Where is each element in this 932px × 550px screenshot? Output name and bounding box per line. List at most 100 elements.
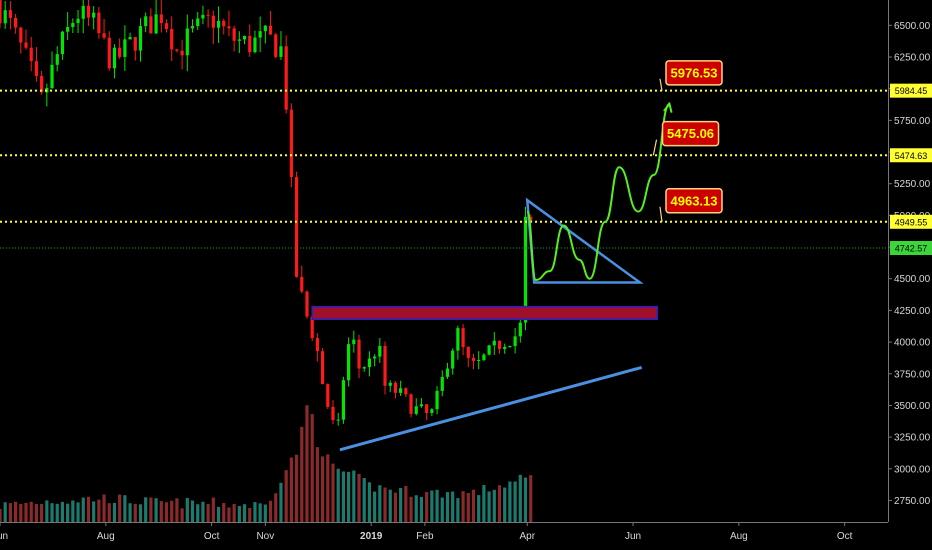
- candle-body: [164, 23, 169, 30]
- volume-bar: [388, 489, 392, 522]
- volume-bar: [232, 503, 236, 522]
- volume-bar: [310, 414, 314, 522]
- volume-bar: [357, 473, 361, 522]
- candle-body: [294, 177, 299, 277]
- volume-bar: [159, 501, 163, 522]
- volume-bar: [71, 500, 75, 522]
- time-tick-label: Aug: [730, 531, 748, 542]
- price-tick-label: 3750.00: [894, 369, 931, 380]
- candle-body: [86, 5, 91, 18]
- volume-bar: [414, 495, 418, 522]
- volume-bar: [40, 503, 44, 522]
- volume-bar: [107, 503, 111, 522]
- projection-path: [526, 102, 671, 282]
- candle-body: [19, 27, 23, 43]
- candle-body: [274, 34, 278, 57]
- candle-body: [237, 39, 241, 41]
- level-price-tag: [890, 83, 932, 98]
- volume-bar: [471, 489, 476, 522]
- candle-body: [419, 404, 424, 407]
- volume-bar: [170, 500, 174, 522]
- candle-body: [451, 350, 455, 369]
- candle-body: [242, 35, 247, 40]
- price-tick-label: 5750.00: [894, 116, 931, 127]
- candle-body: [144, 16, 148, 27]
- volume-bar: [492, 489, 496, 522]
- candle-body: [284, 46, 288, 110]
- volume-bar: [503, 487, 507, 522]
- candle-body: [440, 376, 444, 391]
- candle-body: [81, 5, 85, 19]
- volume-bar: [440, 497, 444, 522]
- candle-body: [40, 75, 44, 93]
- time-tick-label: Nov: [256, 531, 274, 542]
- candle-body: [435, 390, 439, 410]
- volume-bar: [315, 447, 319, 522]
- volume-bar: [362, 478, 366, 522]
- volume-bar: [216, 506, 221, 522]
- candle-body: [503, 346, 507, 349]
- candle-body: [456, 328, 460, 351]
- candle-body: [352, 339, 356, 345]
- time-axis-bg: [0, 522, 932, 550]
- candle-body: [60, 31, 65, 55]
- candle-body: [320, 351, 325, 385]
- candle-body: [315, 338, 319, 352]
- volume-bar: [8, 503, 13, 522]
- volume-bar: [211, 497, 215, 522]
- candle-body: [482, 354, 486, 360]
- candle-body: [248, 35, 252, 53]
- candle-body: [497, 340, 502, 349]
- volume-bar: [81, 497, 85, 522]
- candle-body: [357, 339, 361, 369]
- candle-body: [300, 276, 304, 292]
- candle-body: [149, 16, 153, 34]
- volume-bar: [14, 501, 18, 522]
- resistance-zone: [311, 305, 659, 321]
- volume-bar: [102, 494, 106, 522]
- candle-body: [50, 64, 54, 89]
- volume-bar: [336, 468, 340, 522]
- volume-bar: [373, 491, 377, 522]
- volume-bar: [50, 503, 54, 522]
- volume-bar: [175, 498, 179, 522]
- volume-bar: [92, 501, 96, 522]
- volume-bar: [451, 491, 455, 522]
- candle-body: [258, 31, 262, 38]
- candle-body: [347, 344, 351, 381]
- drawings: 5976.53 5475.06 4963.13: [311, 60, 723, 452]
- candle-body: [268, 25, 273, 35]
- volume-bar: [508, 481, 512, 522]
- level-price-tag-text: 4949.55: [895, 217, 928, 227]
- volume-bar: [513, 481, 517, 522]
- callout-box: [665, 188, 723, 214]
- volume-bar: [482, 485, 486, 522]
- volume-bar: [523, 477, 528, 522]
- candle-body: [341, 380, 346, 420]
- volume-bar: [279, 482, 283, 522]
- candle-body: [102, 33, 106, 38]
- time-tick-label: Aug: [97, 531, 115, 542]
- candle-body: [508, 346, 512, 348]
- volume-bar: [331, 463, 335, 522]
- volume-bars: [0, 405, 533, 522]
- volume-bar: [123, 495, 127, 522]
- candle-body: [34, 61, 39, 76]
- volume-bar: [133, 503, 137, 522]
- callout-label: 4963.13: [671, 193, 718, 208]
- price-tick-label: 6500.00: [894, 21, 931, 32]
- candle-body: [24, 42, 28, 48]
- candle-body: [326, 384, 330, 407]
- projection-arrowhead: [663, 101, 673, 113]
- volume-bar: [86, 496, 91, 522]
- candle-body: [367, 358, 372, 368]
- volume-bar: [118, 494, 122, 522]
- candle-body: [107, 37, 111, 69]
- volume-bar: [300, 426, 304, 522]
- volume-bar: [3, 502, 7, 522]
- volume-bar: [529, 475, 533, 522]
- volume-bar: [154, 498, 158, 522]
- candle-body: [133, 37, 137, 51]
